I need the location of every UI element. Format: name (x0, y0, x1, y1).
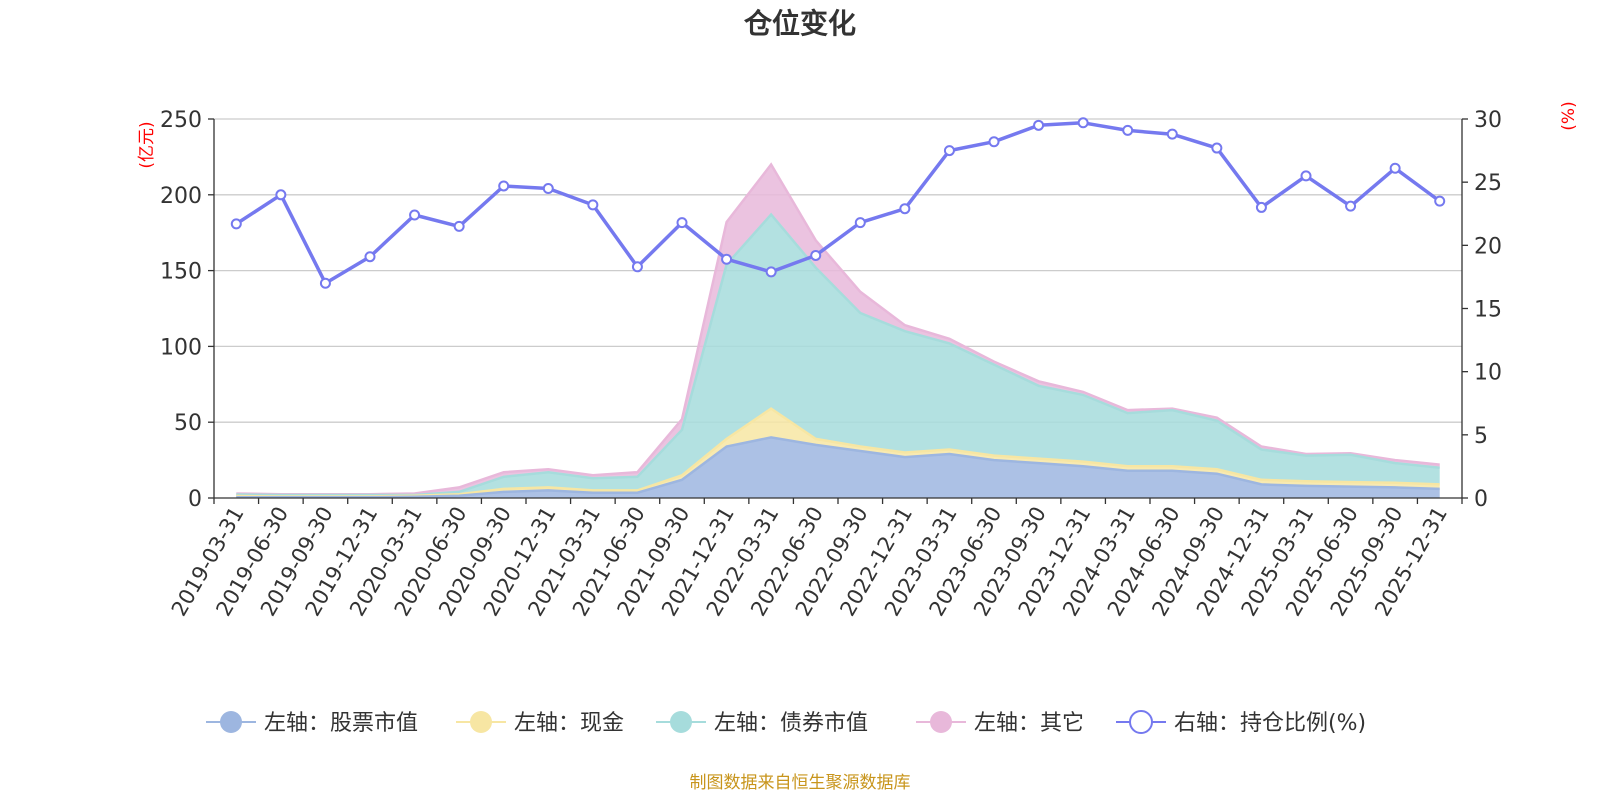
ratio-point (810, 249, 822, 261)
right-tick-label: 0 (1474, 487, 1488, 512)
ratio-point (676, 217, 688, 229)
ratio-point (631, 261, 643, 273)
left-tick-label: 100 (160, 335, 202, 360)
legend-label: 左轴：股票市值 (264, 711, 418, 736)
ratio-point (854, 217, 866, 229)
chart-title: 仓位变化 (744, 7, 856, 40)
left-axis-unit: (亿元) (137, 121, 157, 168)
left-tick-label: 50 (174, 411, 202, 436)
legend-label: 左轴：其它 (974, 711, 1084, 736)
ratio-point (943, 145, 955, 157)
legend-marker-icon (670, 711, 692, 733)
ratio-point (765, 266, 777, 278)
ratio-point (1077, 117, 1089, 129)
legend-marker-icon (220, 711, 242, 733)
ratio-point (364, 251, 376, 263)
left-tick-label: 0 (188, 487, 202, 512)
ratio-point (988, 136, 1000, 148)
legend-item[interactable]: 右轴：持仓比例(%) (1116, 710, 1366, 736)
source-note: 制图数据来自恒生聚源数据库 (690, 773, 911, 793)
ratio-point (542, 182, 554, 194)
right-axis-unit: (%) (1559, 101, 1579, 130)
area-bond-edge (236, 212, 1440, 497)
legend-item[interactable]: 左轴：现金 (456, 711, 624, 736)
ratio-point (721, 253, 733, 265)
legend-item[interactable]: 左轴：其它 (916, 711, 1084, 736)
ratio-point (1166, 128, 1178, 140)
ratio-point (1345, 200, 1357, 212)
legend-item[interactable]: 左轴：股票市值 (206, 711, 418, 736)
right-tick-label: 20 (1474, 234, 1502, 259)
ratio-point (1033, 119, 1045, 131)
ratio-point (1122, 124, 1134, 136)
ratio-point (453, 220, 465, 232)
ratio-point (1211, 142, 1223, 154)
legend: 左轴：股票市值 左轴：现金 左轴：债券市值 左轴：其它 右轴：持仓比例(%) (206, 710, 1366, 736)
ratio-point (1300, 170, 1312, 182)
legend-marker-icon (1129, 710, 1153, 734)
legend-item[interactable]: 左轴：债券市值 (656, 711, 868, 736)
ratio-point (275, 189, 287, 201)
right-tick-label: 30 (1474, 108, 1502, 133)
ratio-point (1434, 195, 1446, 207)
area-cash-edge (236, 407, 1440, 498)
left-tick-label: 150 (160, 260, 202, 285)
left-tick-label: 200 (160, 184, 202, 209)
left-tick-label: 250 (160, 108, 202, 133)
right-tick-label: 5 (1474, 424, 1488, 449)
ratio-point (899, 203, 911, 215)
area-layers (236, 162, 1440, 499)
area-bond (236, 214, 1440, 497)
ratio-point (1389, 162, 1401, 174)
ratio-point (498, 180, 510, 192)
ratio-point (230, 218, 242, 230)
legend-marker-icon (930, 711, 952, 733)
legend-marker-icon (470, 711, 492, 733)
ratio-point (587, 199, 599, 211)
legend-label: 右轴：持仓比例(%) (1174, 711, 1366, 736)
area-stock (236, 437, 1440, 498)
area-other-edge (236, 162, 1440, 496)
right-tick-label: 15 (1474, 298, 1502, 323)
legend-label: 左轴：现金 (514, 711, 624, 736)
right-tick-label: 25 (1474, 171, 1502, 196)
ratio-line-series (230, 117, 1446, 289)
legend-label: 左轴：债券市值 (714, 711, 868, 736)
ratio-line (235, 121, 1441, 285)
area-stock-edge (236, 436, 1440, 499)
ratio-point (1255, 201, 1267, 213)
ratio-point (409, 209, 421, 221)
ratio-point (319, 277, 331, 289)
right-tick-label: 10 (1474, 361, 1502, 386)
